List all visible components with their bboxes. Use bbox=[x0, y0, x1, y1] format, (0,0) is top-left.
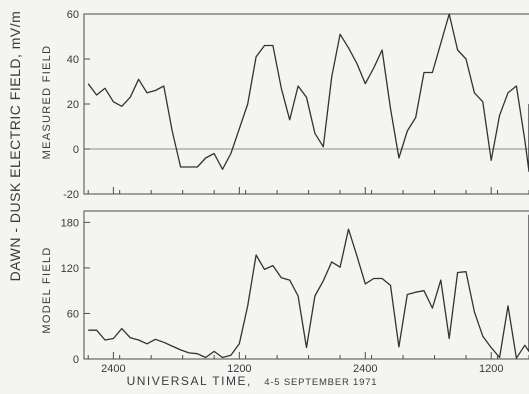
top-x-axis-ticks bbox=[87, 187, 529, 194]
x-axis-label-main: UNIVERSAL TIME, bbox=[127, 374, 252, 388]
bottom-x-axis-ticks bbox=[87, 352, 529, 359]
measured-field-panel: MEASURED FIELD -20 0 20 40 60 bbox=[41, 9, 529, 201]
model-field-panel-label: MODEL FIELD bbox=[41, 246, 53, 333]
bottom-plot-frame bbox=[83, 210, 529, 360]
bottom-y-tick-label: 60 bbox=[67, 308, 79, 320]
bottom-y-tick-label: 180 bbox=[61, 217, 79, 229]
bottom-y-axis-ticks: 0 60 120 180 bbox=[61, 217, 90, 366]
bottom-y-tick-label: 0 bbox=[73, 354, 79, 366]
bottom-y-tick-label: 120 bbox=[61, 263, 79, 275]
top-y-tick-label: 40 bbox=[67, 54, 79, 66]
measured-field-series-line bbox=[87, 13, 529, 173]
top-y-axis-ticks: -20 0 20 40 60 bbox=[63, 9, 90, 201]
top-plot-frame bbox=[83, 13, 529, 195]
model-field-panel: MODEL FIELD 0 60 120 180 bbox=[41, 210, 529, 366]
x-tick-label: 2400 bbox=[101, 363, 125, 375]
x-axis-tick-labels: 2400 1200 2400 1200 bbox=[101, 363, 503, 375]
model-field-series-line bbox=[88, 214, 529, 359]
top-y-tick-label: 60 bbox=[67, 9, 79, 21]
x-tick-label: 2400 bbox=[353, 363, 377, 375]
x-axis-label-date: 4-5 SEPTEMBER 1971 bbox=[264, 377, 377, 388]
top-y-tick-label: -20 bbox=[63, 189, 79, 201]
x-axis-label: UNIVERSAL TIME, 4-5 SEPTEMBER 1971 bbox=[127, 372, 378, 389]
shared-y-axis-label: DAWN - DUSK ELECTRIC FIELD, mV/m bbox=[7, 11, 23, 282]
measured-field-panel-label: MEASURED FIELD bbox=[41, 45, 53, 160]
x-tick-label: 1200 bbox=[227, 363, 251, 375]
top-y-tick-label: 20 bbox=[67, 99, 79, 111]
top-y-tick-label: 0 bbox=[73, 144, 79, 156]
x-tick-label: 1200 bbox=[479, 363, 503, 375]
